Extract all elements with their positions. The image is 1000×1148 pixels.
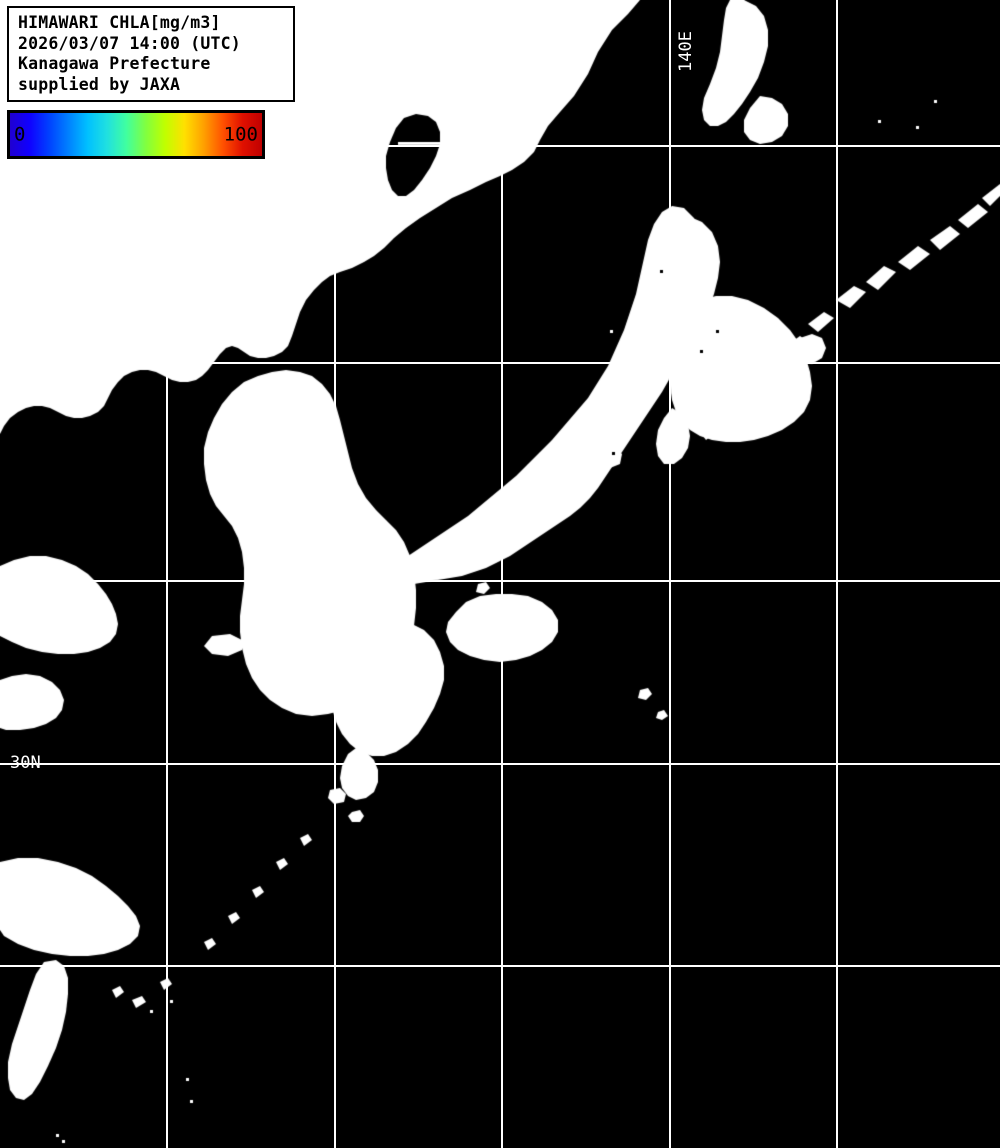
colorbar-gradient (10, 113, 262, 156)
grid-label-40n: 40N (10, 350, 41, 370)
gridline-horizontal-1 (0, 362, 1000, 364)
gridline-horizontal-3 (0, 763, 1000, 765)
data-credit: supplied by JAXA (18, 74, 181, 94)
gridline-vertical-1 (334, 0, 336, 1148)
gridline-vertical-2 (501, 0, 503, 1148)
gridline-vertical-0 (166, 0, 168, 1148)
region-name: Kanagawa Prefecture (18, 54, 211, 73)
colorbar-min-label: 0 (14, 123, 26, 145)
grid-label-140e: 140E (676, 31, 696, 72)
colorbar: 0 100 (7, 110, 265, 159)
gridline-vertical-4 (836, 0, 838, 1148)
colorbar-max-label: 100 (223, 123, 258, 145)
grid-label-30n: 30N (10, 753, 41, 773)
gridline-horizontal-4 (0, 965, 1000, 967)
gridline-vertical-3 (669, 0, 671, 1148)
observation-timestamp: 2026/03/07 14:00 (UTC) (18, 33, 241, 53)
gridline-horizontal-0 (0, 145, 1000, 147)
info-box: HIMAWARI CHLA[mg/m3] 2026/03/07 14:00 (U… (7, 6, 295, 102)
gridline-horizontal-2 (0, 580, 1000, 582)
product-title: HIMAWARI CHLA[mg/m3] (18, 13, 221, 32)
